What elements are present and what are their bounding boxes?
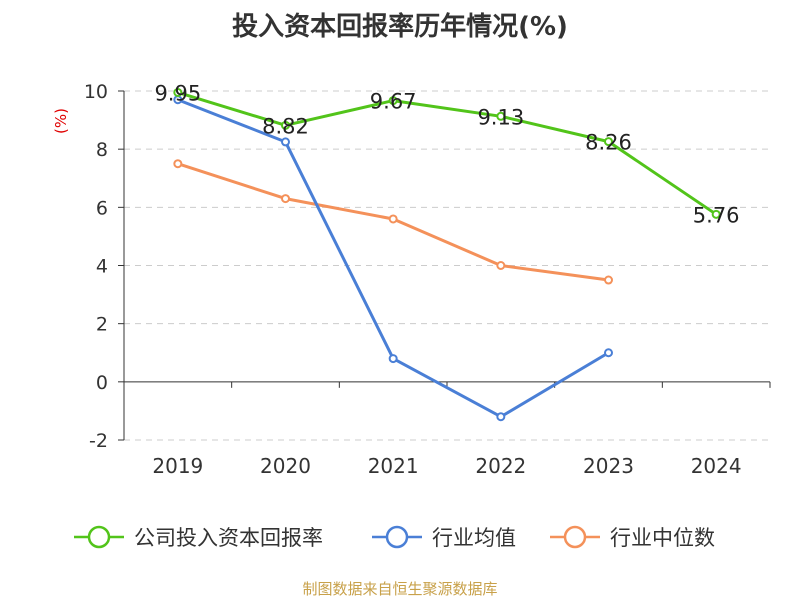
data-source-note: 制图数据来自恒生聚源数据库	[302, 580, 498, 598]
chart-title: 投入资本回报率历年情况(%)	[232, 12, 568, 42]
legend-label: 行业中位数	[610, 526, 715, 550]
data-point	[711, 209, 721, 219]
data-point	[281, 120, 290, 130]
y-tick-label: -2	[89, 430, 108, 452]
data-point	[604, 275, 613, 285]
data-point	[388, 214, 398, 224]
y-tick-label: 8	[96, 139, 108, 161]
data-point	[173, 87, 183, 97]
x-tick-label: 2022	[475, 454, 526, 478]
x-tick-label: 2020	[260, 454, 311, 478]
x-tick-label: 2023	[583, 454, 634, 478]
data-point	[388, 96, 398, 106]
data-point	[281, 194, 290, 204]
legend-label: 行业均值	[432, 526, 516, 550]
data-label: 9.13	[477, 105, 524, 129]
data-point	[604, 348, 613, 358]
y-tick-label: 4	[96, 256, 108, 278]
legend-marker	[385, 525, 409, 549]
data-label: 9.67	[370, 90, 417, 114]
y-tick-label: 0	[96, 372, 108, 394]
series-line	[177, 98, 610, 419]
x-tick-label: 2019	[152, 454, 203, 478]
data-label: 8.82	[262, 114, 309, 138]
legend-marker	[563, 525, 587, 549]
data-point	[604, 137, 613, 147]
data-point	[496, 412, 506, 422]
series-line	[177, 91, 718, 216]
data-point	[388, 354, 398, 364]
x-tick-label: 2024	[691, 454, 742, 478]
y-tick-label: 6	[96, 197, 108, 219]
data-point	[496, 261, 506, 270]
data-label: 5.76	[693, 203, 740, 227]
y-tick-label: 2	[96, 314, 108, 336]
data-point	[281, 137, 290, 147]
legend-marker	[87, 525, 111, 549]
legend-label: 公司投入资本回报率	[134, 526, 323, 550]
data-label: 9.95	[154, 81, 201, 105]
x-tick-label: 2021	[368, 454, 419, 478]
data-point	[173, 159, 183, 169]
data-label: 8.26	[585, 131, 632, 155]
y-tick-label: 10	[84, 81, 108, 103]
data-point	[496, 111, 506, 121]
